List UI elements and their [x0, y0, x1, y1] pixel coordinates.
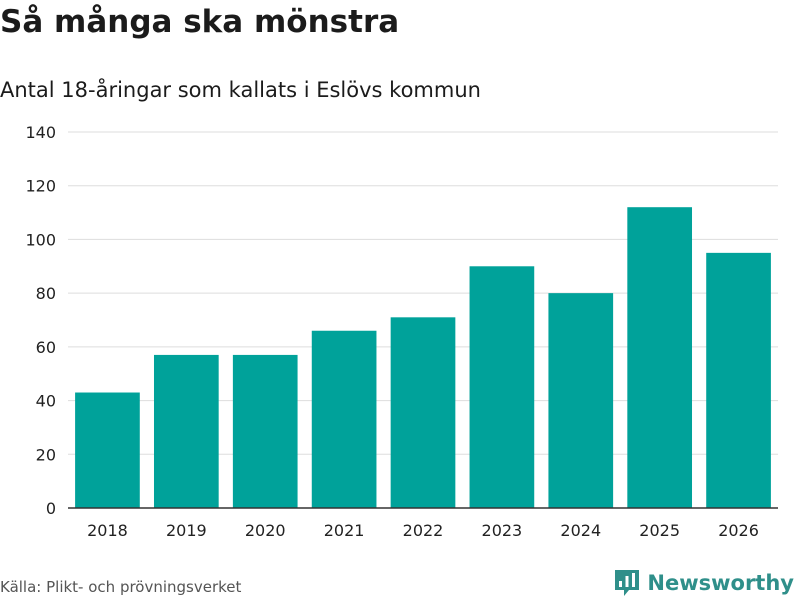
bar-2020	[232, 354, 298, 508]
bar-2025	[627, 207, 693, 508]
bar-2022	[390, 317, 456, 508]
y-tick-label: 20	[36, 445, 56, 464]
chart-subtitle: Antal 18-åringar som kallats i Eslövs ko…	[0, 78, 481, 102]
bar-2026	[706, 252, 771, 508]
brand-name: Newsworthy	[647, 571, 794, 595]
y-tick-label: 120	[25, 177, 56, 196]
x-tick-label: 2026	[718, 521, 759, 540]
y-tick-label: 40	[36, 392, 56, 411]
y-tick-label: 100	[25, 230, 56, 249]
bar-2021	[311, 330, 377, 508]
x-tick-label: 2019	[166, 521, 207, 540]
bar-2018	[75, 392, 140, 508]
bar-2019	[153, 354, 219, 508]
y-tick-label: 0	[46, 499, 56, 518]
x-tick-label: 2018	[87, 521, 128, 540]
y-tick-label: 60	[36, 338, 56, 357]
y-tick-label: 140	[25, 123, 56, 142]
bar-2023	[469, 266, 535, 508]
source-note: Källa: Plikt- och prövningsverket	[0, 578, 242, 596]
x-tick-label: 2023	[482, 521, 523, 540]
x-tick-label: 2022	[403, 521, 444, 540]
x-tick-label: 2025	[639, 521, 680, 540]
bar-2024	[548, 293, 614, 508]
x-tick-label: 2024	[560, 521, 601, 540]
x-tick-label: 2021	[324, 521, 365, 540]
brand-logo[interactable]: Newsworthy	[613, 568, 794, 598]
x-tick-label: 2020	[245, 521, 286, 540]
newsworthy-logo-icon	[615, 570, 640, 596]
y-tick-label: 80	[36, 284, 56, 303]
chart-title: Så många ska mönstra	[0, 4, 400, 40]
